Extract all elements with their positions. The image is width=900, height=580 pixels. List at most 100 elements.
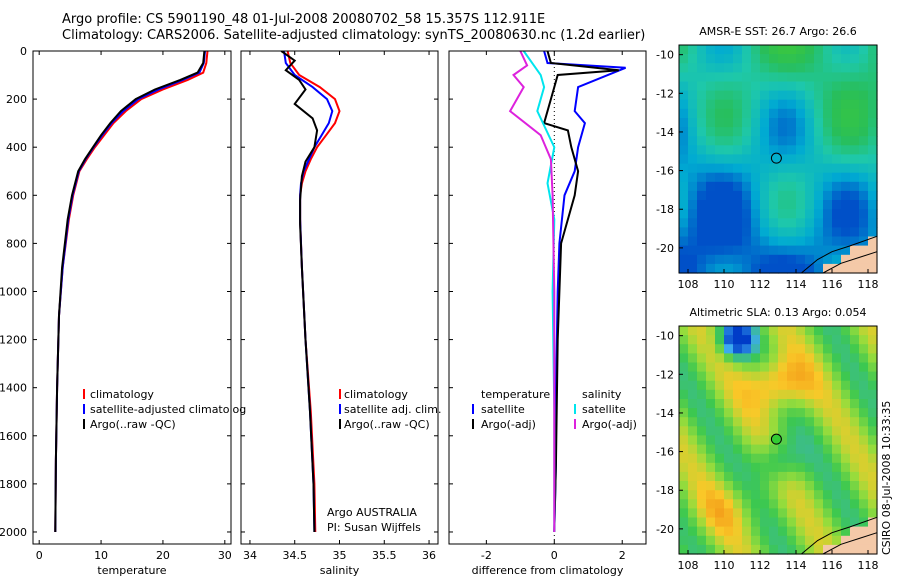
heatmap-cell xyxy=(715,118,725,128)
heatmap-cell xyxy=(742,227,752,238)
heatmap-cell xyxy=(850,471,860,482)
heatmap-cell xyxy=(751,444,761,455)
heatmap-cell xyxy=(742,517,752,528)
heatmap-cell xyxy=(742,462,752,473)
heatmap-cell xyxy=(850,63,860,73)
heatmap-cell xyxy=(760,81,770,92)
heatmap-cell xyxy=(760,99,770,110)
heatmap-cell xyxy=(796,118,806,128)
heatmap-cell xyxy=(733,399,743,409)
x-tick-label: 116 xyxy=(822,559,843,572)
heatmap-cell xyxy=(679,326,689,336)
heatmap-cell xyxy=(724,380,734,391)
heatmap-cell xyxy=(814,136,824,146)
heatmap-cell xyxy=(751,81,761,92)
x-tick-label: 36 xyxy=(422,549,436,562)
heatmap-cell xyxy=(796,499,806,509)
heatmap-cell xyxy=(832,218,842,228)
heatmap-cell xyxy=(688,380,698,391)
heatmap-cell xyxy=(868,481,878,491)
heatmap-cell xyxy=(778,72,788,83)
x-tick-label: -2 xyxy=(481,549,492,562)
heatmap-cell xyxy=(679,526,689,537)
heatmap-cell xyxy=(715,508,725,519)
heatmap-cell xyxy=(733,45,743,55)
heatmap-cell xyxy=(814,462,824,473)
y-tick-label: 400 xyxy=(6,141,27,154)
heatmap-cell xyxy=(697,435,707,446)
heatmap-cell xyxy=(787,399,797,409)
heatmap-cell xyxy=(823,200,833,210)
heatmap-cell xyxy=(868,127,878,137)
heatmap-cell xyxy=(778,127,788,137)
heatmap-cell xyxy=(715,417,725,427)
heatmap-cell xyxy=(823,263,833,274)
heatmap-cell xyxy=(796,72,806,83)
heatmap-cell xyxy=(805,118,815,128)
heatmap-cell xyxy=(742,190,752,201)
x-tick-label: 10 xyxy=(94,549,108,562)
heatmap-cell xyxy=(868,190,878,201)
heatmap-cell xyxy=(841,344,851,354)
heatmap-cell xyxy=(751,380,761,391)
heatmap-cell xyxy=(760,453,770,464)
heatmap-cell xyxy=(832,163,842,174)
heatmap-cell xyxy=(706,90,716,101)
heatmap-cell xyxy=(724,190,734,201)
heatmap-cell xyxy=(733,136,743,146)
heatmap-cell xyxy=(724,481,734,491)
heatmap-cell xyxy=(742,417,752,427)
heatmap-cell xyxy=(796,45,806,55)
heatmap-cell xyxy=(868,72,878,83)
heatmap-cell xyxy=(859,218,869,228)
heatmap-cell xyxy=(868,353,878,364)
heatmap-cell xyxy=(715,209,725,219)
heatmap-cell xyxy=(724,81,734,92)
heatmap-cell xyxy=(850,353,860,364)
heatmap-cell xyxy=(769,344,779,354)
heatmap-cell xyxy=(751,218,761,228)
heatmap-cell xyxy=(814,172,824,183)
heatmap-cell xyxy=(715,453,725,464)
heatmap-cell xyxy=(868,417,878,427)
heatmap-cell xyxy=(760,471,770,482)
heatmap-cell xyxy=(679,172,689,183)
heatmap-cell xyxy=(805,63,815,73)
heatmap-cell xyxy=(724,218,734,228)
heatmap-cell xyxy=(868,389,878,400)
heatmap-cell xyxy=(823,435,833,446)
heatmap-cell xyxy=(697,245,707,256)
heatmap-cell xyxy=(796,526,806,537)
heatmap-cell xyxy=(778,54,788,64)
heatmap-cell xyxy=(733,490,743,500)
heatmap-cell xyxy=(697,209,707,219)
heatmap-cell xyxy=(832,254,842,265)
heatmap-cell xyxy=(868,90,878,101)
heatmap-cell xyxy=(724,426,734,436)
heatmap-cell xyxy=(697,145,707,155)
heatmap-cell xyxy=(733,63,743,73)
heatmap-cell xyxy=(850,326,860,336)
heatmap-cell xyxy=(805,163,815,174)
heatmap-cell xyxy=(832,209,842,219)
x-tick-label: 34 xyxy=(243,549,257,562)
heatmap-cell xyxy=(859,344,869,354)
heatmap-cell xyxy=(859,81,869,92)
heatmap-cell xyxy=(778,535,788,546)
heatmap-cell xyxy=(787,227,797,238)
heatmap-cell xyxy=(814,435,824,446)
heatmap-cell xyxy=(796,490,806,500)
heatmap-cell xyxy=(733,108,743,119)
heatmap-cell xyxy=(796,63,806,73)
heatmap-cell xyxy=(697,535,707,546)
heatmap-cell xyxy=(823,362,833,373)
heatmap-cell xyxy=(751,145,761,155)
heatmap-cell xyxy=(679,45,689,55)
heatmap-cell xyxy=(805,263,815,274)
heatmap-cell xyxy=(733,526,743,537)
legend-title: salinity xyxy=(582,388,622,401)
heatmap-cell xyxy=(760,481,770,491)
heatmap-cell xyxy=(742,353,752,364)
heatmap-cell xyxy=(832,263,842,274)
heatmap-cell xyxy=(679,399,689,409)
